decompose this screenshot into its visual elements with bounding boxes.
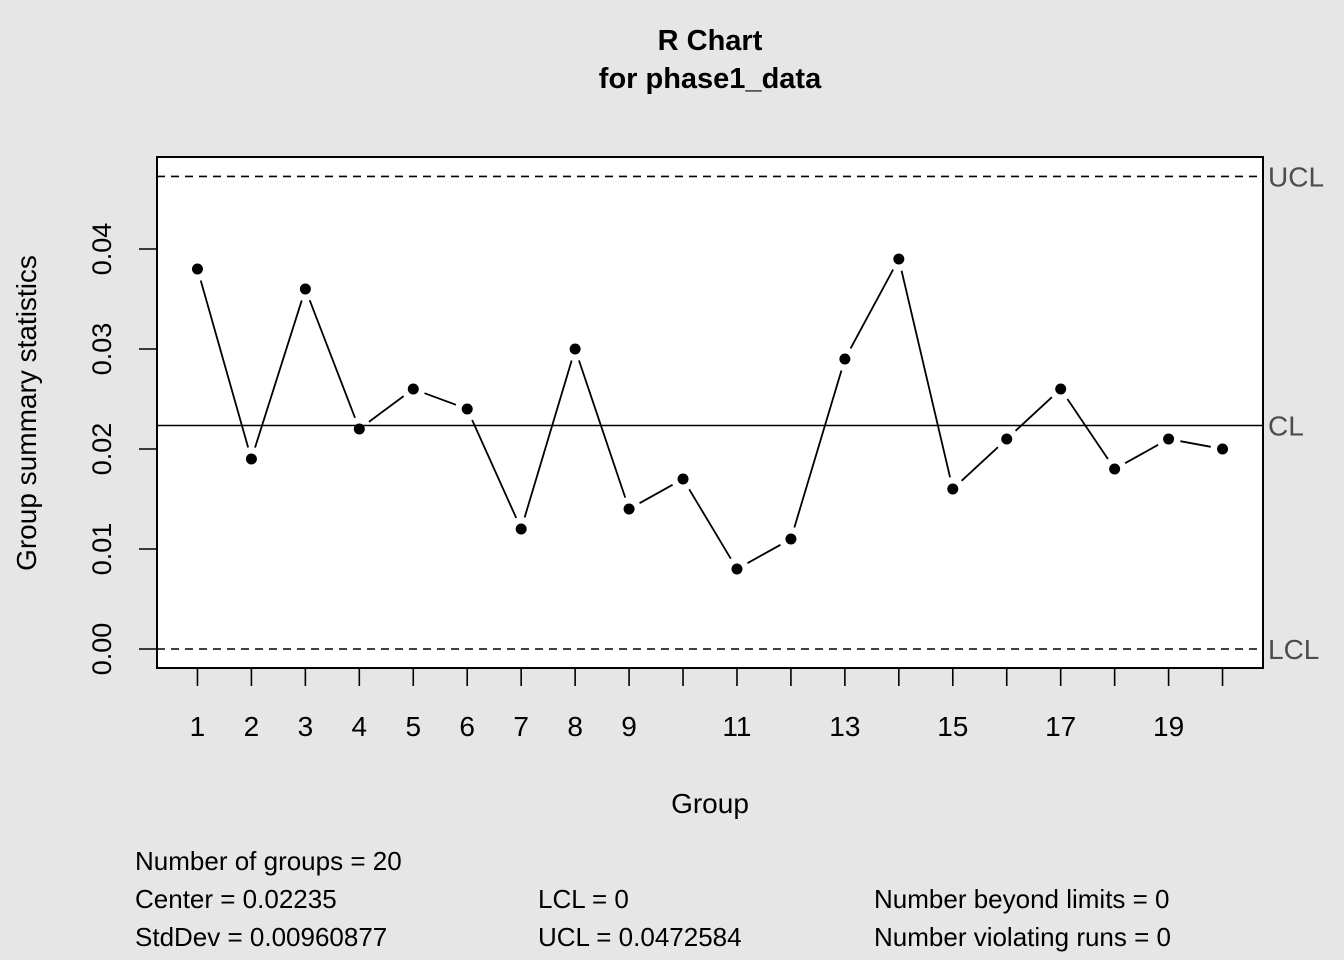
series-segment [900,270,951,478]
series-segment [793,370,843,528]
y-tick-label: 0.01 [87,523,117,576]
series-segment [747,544,781,564]
data-point [1001,433,1013,445]
limit-label-ucl: UCL [1268,161,1324,192]
x-tick-label: 17 [1045,711,1076,742]
stat-violating-runs: Number violating runs = 0 [874,922,1171,952]
data-point [407,383,419,395]
series-segment [1014,396,1053,432]
data-point [353,423,365,435]
series-segment [578,360,627,498]
y-axis-label: Group summary statistics [11,255,42,571]
x-tick-label: 11 [722,711,751,742]
data-point [623,503,635,515]
x-tick-label: 6 [459,711,475,742]
stat-number-of-groups: Number of groups = 20 [135,846,402,876]
data-point [245,453,257,465]
x-tick-label: 4 [352,711,368,742]
stat-beyond-limits: Number beyond limits = 0 [874,884,1170,914]
stat-center: Center = 0.02235 [135,884,337,914]
chart-subtitle: for phase1_data [599,63,822,95]
x-tick-label: 5 [405,711,421,742]
series-segment [424,392,457,406]
data-point [731,563,743,575]
data-point [947,483,959,495]
data-point [839,353,851,365]
data-point [677,473,689,485]
data-point [1055,383,1067,395]
x-tick-label: 1 [190,711,206,742]
series-segment [368,395,405,423]
y-tick-label: 0.00 [87,623,117,676]
y-tick-label: 0.02 [87,423,117,476]
x-tick-label: 8 [567,711,583,742]
limit-label-lcl: LCL [1268,634,1319,665]
data-point [191,263,203,275]
series-segment [1124,444,1159,464]
series-segment [849,269,894,349]
x-tick-label: 7 [513,711,529,742]
x-tick-label: 9 [621,711,637,742]
series-segment [254,300,303,448]
series-segment [523,360,573,518]
data-point [1109,463,1121,475]
data-point [1163,433,1175,445]
x-tick-label: 15 [937,711,968,742]
series-segment [308,299,356,419]
chart-title: R Chart [658,25,763,57]
series-segment [688,488,732,560]
series-segment [1066,398,1109,460]
x-tick-label: 2 [244,711,260,742]
data-point [1217,443,1229,455]
stat-stddev: StdDev = 0.00960877 [135,922,388,952]
y-tick-label: 0.04 [87,223,117,276]
x-tick-label: 19 [1153,711,1184,742]
series-segment [639,484,673,504]
plot-area [156,156,1264,669]
stat-ucl: UCL = 0.0472584 [538,922,742,952]
r-chart: R Chart for phase1_data Group Group summ… [11,25,1324,819]
series-segment [1180,440,1211,448]
series-segment [960,446,999,482]
x-tick-label: 3 [298,711,314,742]
x-tick-label: 13 [829,711,860,742]
data-point [893,253,905,265]
x-axis-label: Group [671,788,749,819]
data-point [461,403,473,415]
data-point [569,343,581,355]
data-point [515,523,527,535]
y-tick-label: 0.03 [87,323,117,376]
stat-lcl: LCL = 0 [538,884,629,914]
limit-label-cl: CL [1268,411,1304,442]
series-segment [471,419,518,519]
series-segment [199,280,250,448]
data-point [785,533,797,545]
data-point [299,283,311,295]
